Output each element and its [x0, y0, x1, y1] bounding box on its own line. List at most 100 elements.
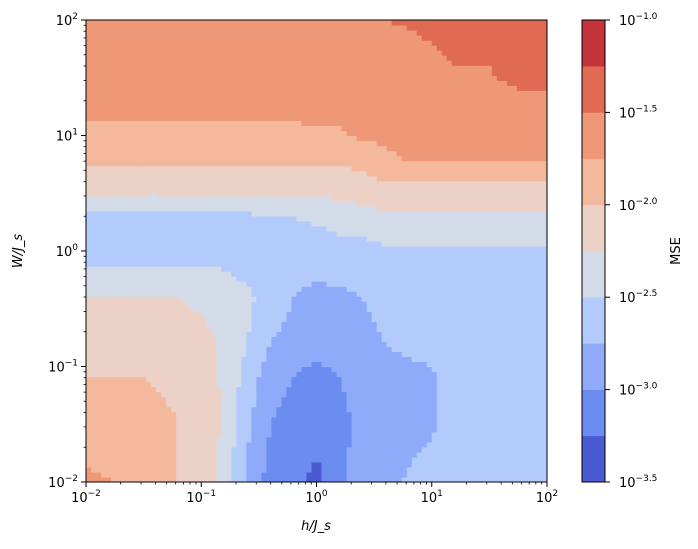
contour-cell: [396, 286, 403, 292]
contour-cell: [486, 471, 493, 478]
contour-cell: [516, 276, 523, 282]
contour-cell: [541, 251, 547, 257]
contour-cell: [241, 316, 247, 322]
contour-cell: [371, 451, 378, 458]
contour-cell: [446, 281, 453, 287]
contour-cell: [106, 466, 112, 473]
contour-cell: [361, 281, 368, 287]
contour-cell: [321, 371, 328, 378]
contour-cell: [511, 220, 518, 227]
contour-cell: [216, 386, 222, 393]
contour-cell: [326, 301, 333, 307]
contour-cell: [536, 235, 543, 242]
contour-cell: [386, 471, 393, 478]
contour-cell: [241, 356, 247, 363]
contour-cell: [176, 286, 182, 292]
contour-cell: [541, 456, 547, 463]
contour-cell: [261, 396, 267, 403]
contour-cell: [211, 346, 217, 353]
contour-cell: [116, 336, 122, 342]
contour-cell: [311, 286, 318, 292]
contour-cell: [196, 426, 202, 433]
contour-cell: [266, 316, 272, 322]
contour-cell: [466, 286, 473, 292]
contour-cell: [306, 421, 313, 428]
contour-cell: [416, 256, 423, 262]
contour-cell: [506, 271, 513, 277]
contour-cell: [201, 225, 207, 232]
contour-cell: [256, 336, 262, 342]
contour-cell: [161, 336, 167, 342]
contour-cell: [86, 371, 92, 378]
contour-cell: [431, 401, 438, 408]
contour-cell: [366, 356, 373, 363]
contour-cell: [441, 316, 448, 322]
contour-cell: [356, 286, 363, 292]
contour-cell: [286, 301, 293, 307]
contour-cell: [366, 346, 373, 353]
contour-cell: [456, 251, 463, 257]
contour-cell: [176, 321, 182, 327]
contour-cell: [356, 210, 363, 217]
contour-cell: [241, 266, 247, 272]
contour-cell: [241, 431, 247, 438]
contour-cell: [156, 391, 162, 398]
contour-cell: [396, 396, 403, 403]
contour-cell: [121, 436, 127, 443]
contour-cell: [131, 426, 137, 433]
contour-cell: [476, 256, 483, 262]
contour-cell: [131, 266, 137, 272]
contour-cell: [196, 346, 202, 353]
contour-cell: [381, 461, 388, 468]
contour-cell: [416, 371, 423, 378]
contour-cell: [221, 396, 227, 403]
contour-cell: [186, 261, 192, 267]
contour-cell: [86, 436, 92, 443]
contour-cell: [176, 406, 182, 413]
contour-cell: [471, 235, 478, 242]
contour-cell: [346, 451, 353, 458]
contour-cell: [281, 401, 288, 408]
contour-cell: [176, 311, 182, 317]
contour-cell: [481, 401, 488, 408]
contour-cell: [476, 351, 483, 358]
contour-cell: [531, 251, 538, 257]
contour-cell: [271, 381, 278, 388]
contour-cell: [136, 235, 142, 242]
contour-cell: [396, 436, 403, 443]
contour-cell: [291, 271, 298, 277]
contour-cell: [241, 281, 247, 287]
contour-cell: [476, 251, 483, 257]
contour-cell: [126, 406, 132, 413]
contour-cell: [531, 376, 538, 383]
contour-cell: [346, 225, 353, 232]
contour-cell: [391, 431, 398, 438]
contour-cell: [251, 391, 257, 398]
contour-cell: [356, 336, 363, 342]
contour-cell: [436, 456, 443, 463]
contour-cell: [476, 316, 483, 322]
contour-cell: [166, 336, 172, 342]
contour-cell: [401, 401, 408, 408]
contour-cell: [321, 431, 328, 438]
contour-cell: [211, 251, 217, 257]
contour-cell: [481, 321, 488, 327]
contour-cell: [481, 366, 488, 373]
contour-cell: [296, 346, 303, 353]
contour-cell: [301, 411, 308, 418]
contour-cell: [416, 401, 423, 408]
contour-cell: [516, 361, 523, 368]
contour-cell: [491, 281, 498, 287]
contour-cell: [401, 291, 408, 297]
contour-cell: [161, 451, 167, 458]
contour-cell: [436, 220, 443, 227]
contour-cell: [221, 220, 227, 227]
contour-cell: [246, 356, 252, 363]
contour-cell: [161, 361, 167, 368]
contour-cell: [416, 321, 423, 327]
contour-cell: [331, 471, 338, 478]
contour-cell: [531, 240, 538, 247]
contour-cell: [536, 316, 543, 322]
contour-cell: [176, 331, 182, 337]
contour-cell: [116, 215, 122, 222]
